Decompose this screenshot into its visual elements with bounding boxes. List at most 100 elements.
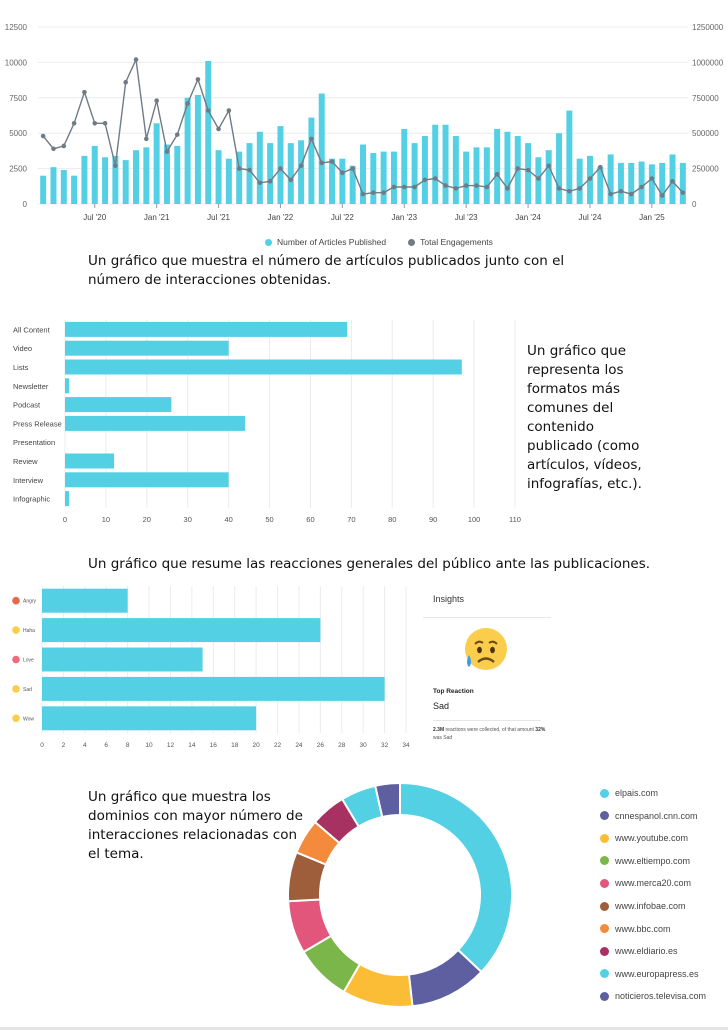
x-tick-label: 2 [62, 742, 66, 749]
format-bar [65, 321, 348, 337]
article-bar [473, 147, 480, 204]
engagement-point [257, 180, 263, 186]
engagement-point [216, 126, 221, 132]
x-tick-label: 0 [40, 742, 44, 749]
x-tick-label: 60 [306, 515, 314, 524]
x-tick-label: Jan '21 [144, 213, 170, 222]
article-bar [617, 162, 624, 204]
right-tick-label: 750000 [692, 94, 719, 103]
donut-slice [374, 781, 401, 819]
article-bar [122, 160, 129, 204]
legend-item-domain[interactable]: www.infobae.com [600, 901, 686, 911]
legend-item-domain[interactable]: noticieros.televisa.com [600, 991, 706, 1001]
article-bar [133, 150, 140, 204]
article-bar [349, 165, 356, 204]
article-bar [370, 153, 377, 204]
article-bar [205, 60, 212, 204]
legend-item-articles[interactable]: Number of Articles Published [265, 237, 386, 247]
reaction-bar [42, 618, 321, 643]
article-bar [483, 147, 490, 204]
engagement-point [298, 163, 304, 169]
article-bar [628, 162, 635, 204]
legend-item-domain[interactable]: www.eltiempo.com [600, 856, 690, 866]
top-reaction-label: Top Reaction [433, 688, 474, 695]
x-tick-label: 50 [265, 515, 273, 524]
engagement-point [360, 191, 366, 197]
article-bar [339, 158, 346, 204]
legend-swatch [600, 969, 609, 979]
category-label: Lists [13, 363, 29, 372]
legend-swatch [600, 878, 609, 888]
legend-item-engagements[interactable]: Total Engagements [408, 237, 493, 247]
article-bar [679, 162, 686, 204]
article-bar [277, 126, 284, 204]
x-tick-label: 30 [360, 742, 368, 749]
engagement-point [608, 191, 613, 197]
category-label: All Content [13, 325, 51, 334]
insights-note-share: 32% [535, 727, 546, 733]
engagement-point [587, 176, 593, 181]
legend-item-domain[interactable]: www.youtube.com [600, 833, 688, 843]
engagement-point [371, 190, 376, 195]
x-tick-label: 0 [63, 515, 67, 524]
engagement-point [515, 166, 521, 171]
category-label: Presentation [13, 438, 55, 447]
engagement-point [525, 167, 531, 173]
article-bar [194, 94, 201, 204]
legend-item-domain[interactable]: www.merca20.com [600, 878, 691, 888]
domains-donut-chart [287, 781, 513, 1008]
article-bar [267, 143, 274, 204]
article-bar [659, 162, 666, 204]
article-bar [163, 144, 170, 204]
reactions-chart: 0 2 4 6 8 10 12 14 16 18 20 22 24 26 28 30 32 34AngryHaha… [12, 586, 410, 749]
format-bar [65, 397, 172, 413]
legend-label-engagements: Total Engagements [420, 237, 493, 247]
article-bar [648, 164, 655, 204]
article-bar [525, 143, 532, 204]
x-tick-label: 24 [295, 742, 303, 749]
article-bar [102, 157, 109, 204]
engagement-point [401, 184, 407, 190]
caption-formats: Un gráfico que representa los formatos m… [527, 343, 642, 492]
left-tick-label: 0 [23, 200, 28, 209]
legend-label: www.europapress.es [615, 968, 699, 979]
engagement-point [639, 184, 644, 190]
insights-card: Insights Top Reaction Sad 2.3M reactions… [423, 585, 553, 755]
article-bar [225, 158, 232, 204]
legend-label: www.bbc.com [615, 923, 671, 934]
reaction-bar [42, 676, 385, 701]
left-tick-label: 2500 [9, 165, 27, 174]
engagement-point [422, 177, 428, 183]
engagement-point [391, 184, 397, 190]
engagement-point [598, 164, 603, 170]
x-tick-label: 90 [429, 515, 437, 524]
content-formats-chart: 0 10 20 30 40 50 60 70 80 90 100 110 All Content Vide… [13, 320, 521, 524]
legend-item-domain[interactable]: www.bbc.com [600, 924, 671, 934]
engagement-point [577, 186, 582, 191]
engagement-point [484, 184, 490, 190]
legend-item-domain[interactable]: www.europapress.es [600, 969, 699, 979]
engagement-point [113, 163, 118, 169]
legend-item-domain[interactable]: cnnespanol.cnn.com [600, 811, 698, 821]
engagement-point [226, 108, 232, 113]
x-tick-label: 18 [231, 742, 239, 749]
legend-label: www.youtube.com [615, 833, 689, 844]
x-tick-label: 8 [126, 742, 130, 749]
legend-swatch [600, 788, 609, 798]
article-bar [421, 136, 428, 204]
engagement-point [474, 183, 479, 188]
engagement-point [123, 79, 128, 85]
x-tick-label: Jan '22 [268, 213, 294, 222]
legend-item-domain[interactable]: elpais.com [600, 788, 658, 798]
x-tick-label: 14 [188, 742, 196, 749]
engagement-point [51, 146, 56, 152]
article-bar [256, 131, 263, 204]
engagement-point [494, 171, 500, 177]
format-bar [65, 472, 229, 488]
engagement-point [546, 163, 552, 169]
legend-item-domain[interactable]: www.eldiario.es [600, 946, 678, 956]
x-tick-label: Jan '25 [639, 213, 665, 222]
x-tick-label: 110 [509, 515, 521, 524]
engagement-point [61, 143, 67, 149]
engagement-point [71, 120, 77, 126]
